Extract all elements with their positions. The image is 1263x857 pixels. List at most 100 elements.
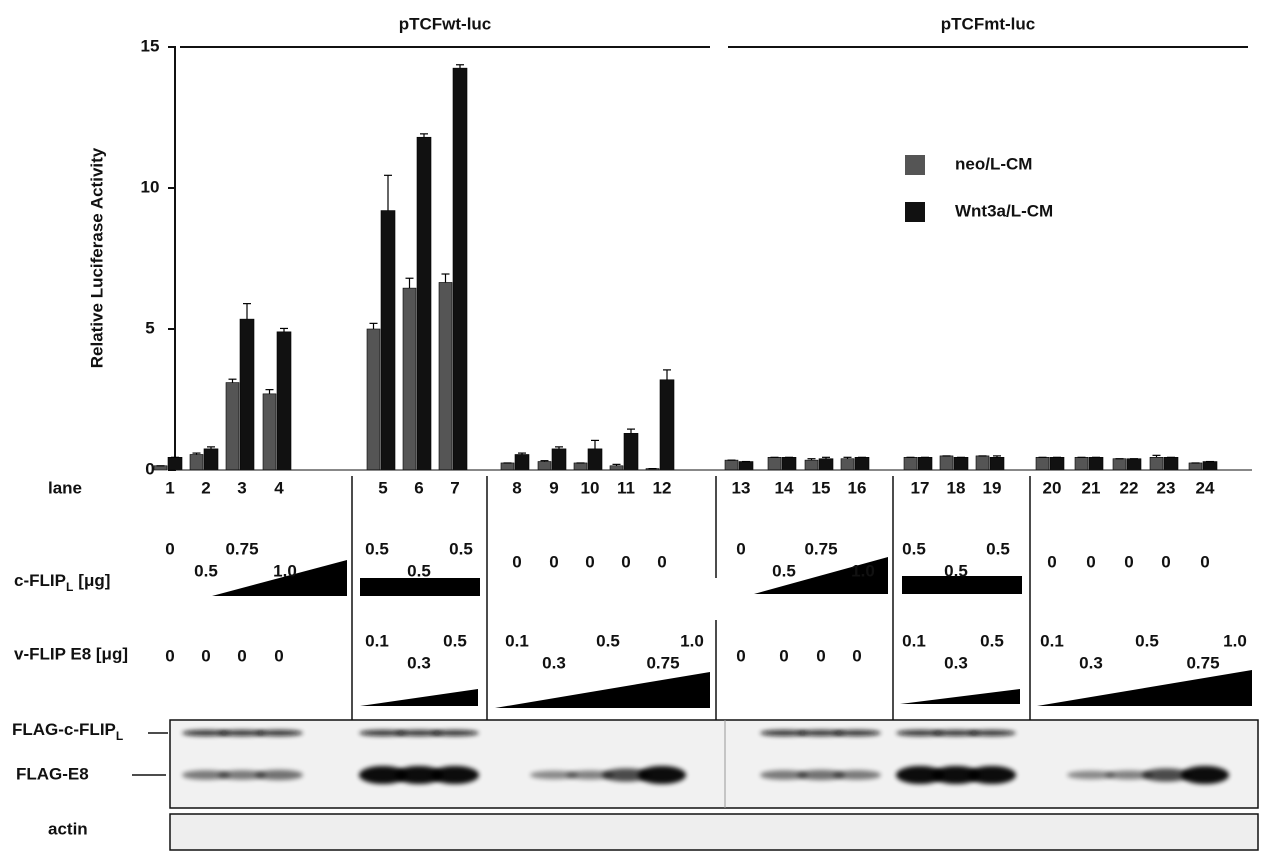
v-flip-dose: 0.1 (505, 631, 529, 650)
error-bar (243, 304, 251, 320)
c-flip-dose: 0.5 (944, 561, 968, 580)
bar (610, 466, 623, 470)
v-flip-dose: 0.75 (646, 653, 679, 672)
v-flip-dose: 0.5 (443, 631, 467, 650)
error-bar (627, 429, 635, 433)
c-flip-band (255, 730, 303, 736)
bar (940, 456, 953, 470)
wedge (495, 672, 710, 708)
bar (954, 457, 968, 470)
lane-number: 4 (274, 478, 284, 497)
v-flip-dose: 0 (274, 646, 283, 665)
error-bar (663, 370, 671, 380)
bar (855, 457, 869, 470)
error-bar (280, 328, 288, 331)
error-bar (591, 440, 599, 448)
error-bar (420, 134, 428, 137)
bar (1075, 457, 1088, 470)
e8-band (638, 766, 686, 784)
wedge (900, 689, 1020, 704)
bar (768, 457, 781, 470)
bar (1127, 459, 1141, 470)
error-bar (442, 274, 450, 282)
bar (538, 462, 551, 470)
lane-number: 1 (165, 478, 174, 497)
bar (1189, 463, 1202, 470)
lane-number: 18 (947, 478, 966, 497)
bar (277, 332, 291, 470)
figure: Relative Luciferase Activity pTCFwt-luc … (0, 0, 1263, 852)
blot-label: FLAG-c-FLIPL (12, 720, 123, 743)
c-flip-dose: 0 (657, 552, 666, 571)
lane-number: 13 (732, 478, 751, 497)
c-flip-band (833, 730, 881, 736)
western-blots (170, 720, 1258, 850)
lane-number: 24 (1196, 478, 1215, 497)
v-flip-dose: 0.3 (407, 653, 431, 672)
legend-label: neo/L-CM (955, 154, 1032, 173)
c-flip-dose: 0 (549, 552, 558, 571)
bar (453, 68, 467, 470)
lane-number: 2 (201, 478, 210, 497)
group-label: pTCFmt-luc (941, 14, 1035, 33)
c-flip-dose: 1.0 (273, 561, 297, 580)
bar (660, 380, 674, 470)
bar (501, 463, 514, 470)
lane-number: 14 (775, 478, 794, 497)
c-flip-label: c-FLIPL[μg] (14, 571, 110, 594)
c-flip-dose: 0 (585, 552, 594, 571)
bar (403, 288, 416, 470)
bar (204, 449, 218, 470)
lane-number: 12 (653, 478, 672, 497)
v-flip-dose: 0 (852, 646, 861, 665)
bar (439, 282, 452, 470)
c-flip-dose: 0 (512, 552, 521, 571)
bar (1203, 462, 1217, 470)
blot-label: FLAG-E8 (16, 764, 89, 783)
constant-bar (360, 578, 480, 596)
c-flip-dose: 0 (621, 552, 630, 571)
lane-label: lane (48, 478, 82, 497)
error-bar (406, 278, 414, 288)
c-flip-dose: 0 (1161, 552, 1170, 571)
lane-number: 21 (1082, 478, 1101, 497)
lane-number: 20 (1043, 478, 1062, 497)
c-flip-dose: 0 (736, 539, 745, 558)
error-bar (266, 390, 274, 394)
lane-number: 5 (378, 478, 387, 497)
lane-number: 10 (581, 478, 600, 497)
error-bar (456, 65, 464, 68)
c-flip-dose: 0 (1124, 552, 1133, 571)
lane-number: 17 (911, 478, 930, 497)
page: Relative Luciferase Activity pTCFwt-luc … (0, 0, 1263, 857)
bar (367, 329, 380, 470)
v-flip-dose: 0 (201, 646, 210, 665)
bar (552, 449, 566, 470)
c-flip-dose: 0.5 (902, 539, 926, 558)
bar (417, 137, 431, 470)
c-flip-dose: 0.5 (772, 561, 796, 580)
lane-number: 23 (1157, 478, 1176, 497)
v-flip-dose: 1.0 (680, 631, 704, 650)
lane-number: 6 (414, 478, 423, 497)
y-axis-label: Relative Luciferase Activity (87, 147, 106, 368)
bar (805, 460, 818, 470)
v-flip-dose: 0.5 (980, 631, 1004, 650)
wedge (1037, 670, 1252, 706)
v-flip-dose: 0.5 (1135, 631, 1159, 650)
lane-number: 9 (549, 478, 558, 497)
lane-number: 11 (617, 478, 635, 497)
c-flip-dose: 0.5 (986, 539, 1010, 558)
c-flip-dose: 1.0 (851, 561, 875, 580)
c-flip-dose: 0 (1200, 552, 1209, 571)
v-flip-dose: 0 (816, 646, 825, 665)
c-flip-dose: 0 (1086, 552, 1095, 571)
bar (725, 460, 738, 470)
v-flip-dose: 0.75 (1186, 653, 1219, 672)
v-flip-dose: 0 (237, 646, 246, 665)
v-flip-dose: 0 (165, 646, 174, 665)
error-bar (384, 175, 392, 210)
c-flip-dose: 0.75 (804, 539, 837, 558)
bar (990, 457, 1004, 470)
v-flip-dose: 0.5 (596, 631, 620, 650)
